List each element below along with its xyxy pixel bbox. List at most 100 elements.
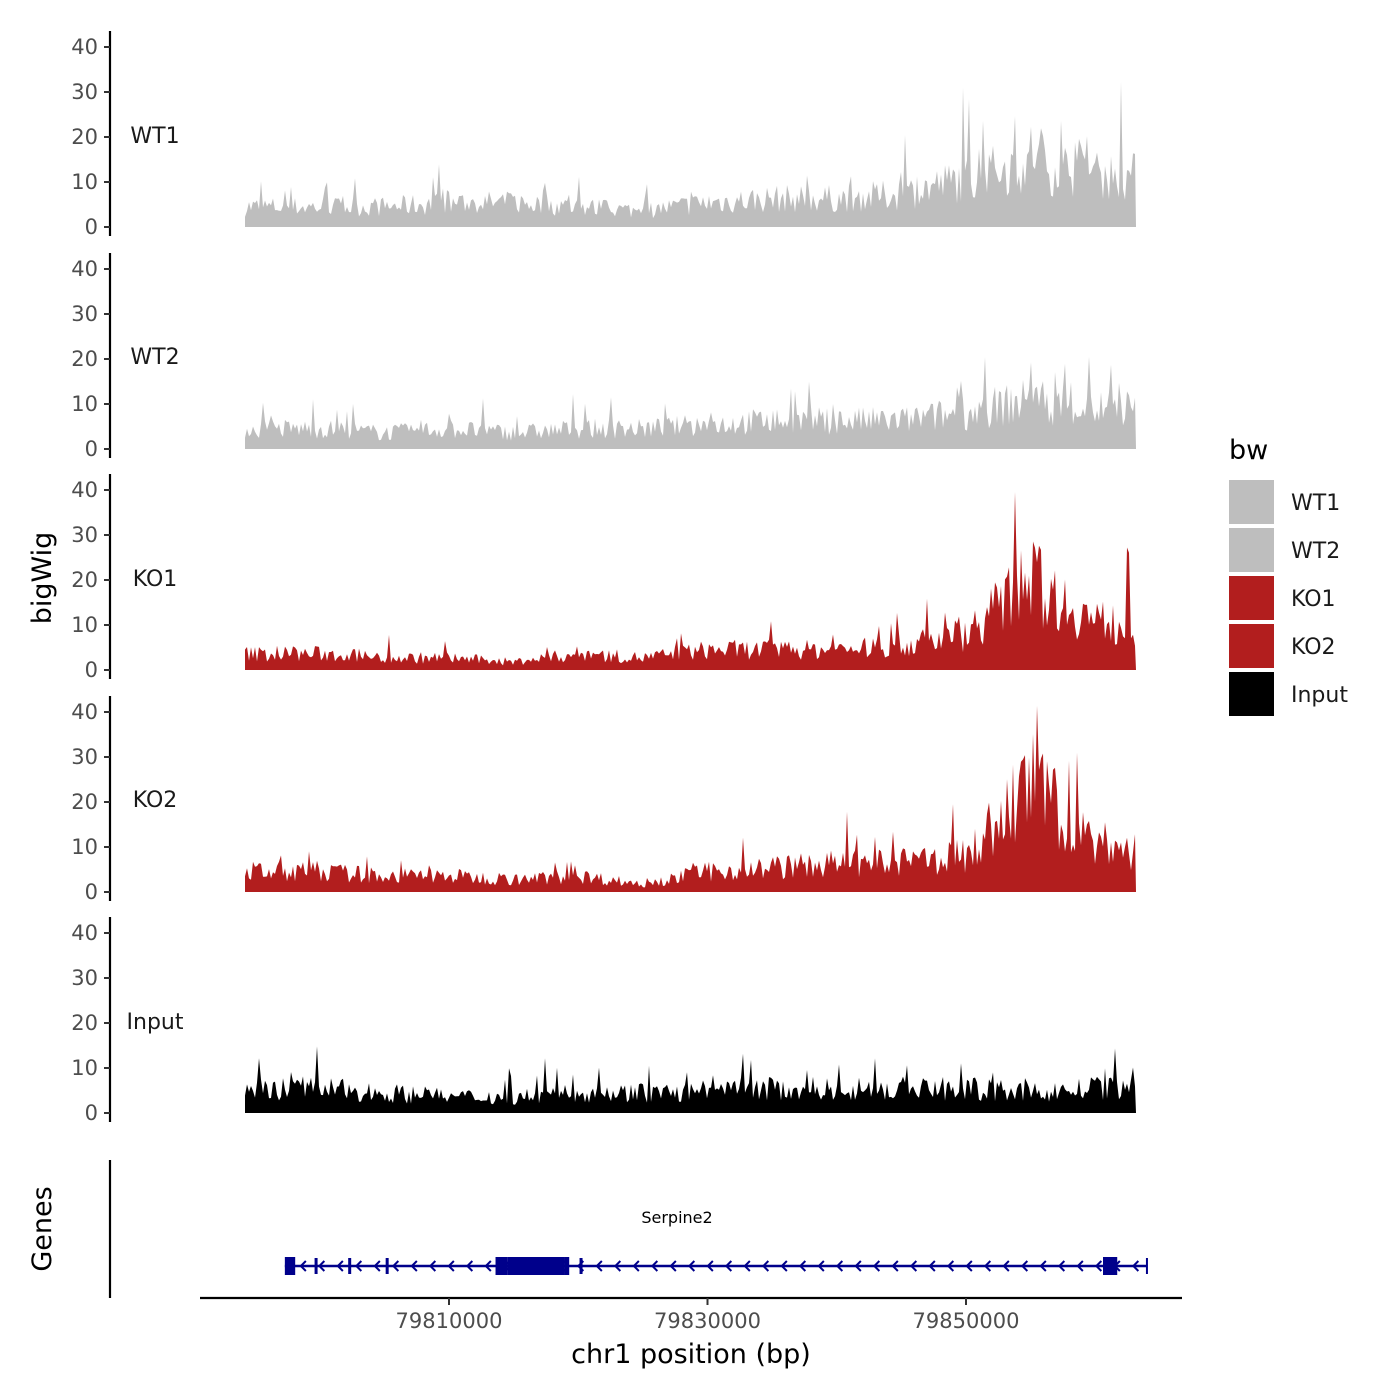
strand-chevron (983, 1260, 992, 1272)
y-axis-title: bigWig (27, 532, 58, 625)
x-tick-label: 79810000 (396, 1309, 503, 1333)
legend-title: bw (1229, 435, 1268, 466)
y-tick-label: 0 (85, 880, 98, 904)
strand-chevron (299, 1260, 307, 1272)
strand-chevron (798, 1260, 807, 1272)
strand-chevron (817, 1260, 825, 1272)
legend-label-wt1: WT1 (1291, 491, 1340, 516)
x-axis-title: chr1 position (bp) (571, 1339, 811, 1370)
strand-chevron (1020, 1260, 1029, 1272)
strand-chevron (854, 1260, 862, 1272)
strand-chevron (1039, 1260, 1047, 1272)
strand-chevron (336, 1260, 344, 1272)
y-tick-label: 30 (71, 80, 98, 104)
strand-chevron (317, 1260, 326, 1272)
strand-chevron (447, 1260, 455, 1272)
y-tick-label: 10 (71, 613, 98, 637)
track-label-input: Input (127, 1010, 184, 1035)
strand-chevron (872, 1260, 881, 1272)
gene-exon (495, 1257, 508, 1275)
strand-chevron (595, 1260, 603, 1272)
strand-chevron (373, 1260, 381, 1272)
y-tick-label: 0 (85, 1101, 98, 1125)
strand-chevron (650, 1260, 659, 1272)
legend-key-wt1 (1229, 480, 1274, 524)
strand-chevron (428, 1260, 437, 1272)
legend-key-input (1229, 672, 1274, 716)
y-tick-label: 10 (71, 1056, 98, 1080)
y-tick-label: 0 (85, 215, 98, 239)
strand-chevron (613, 1260, 622, 1272)
y-tick-label: 0 (85, 437, 98, 461)
y-tick-label: 30 (71, 745, 98, 769)
y-tick-label: 20 (71, 1011, 98, 1035)
strand-chevron (1094, 1260, 1103, 1272)
y-tick-label: 30 (71, 302, 98, 326)
y-tick-label: 20 (71, 568, 98, 592)
coverage-area-wt2 (245, 356, 1136, 449)
coverage-area-input (245, 1046, 1136, 1113)
strand-chevron (687, 1260, 696, 1272)
strand-chevron (909, 1260, 918, 1272)
strand-chevron (891, 1260, 899, 1272)
strand-chevron (391, 1260, 400, 1272)
coverage-area-wt1 (245, 82, 1136, 227)
legend-key-ko2 (1229, 624, 1274, 668)
gene-exon (348, 1258, 352, 1274)
chart-marks: 0 10 20 30 40 0 10 20 30 40 0 10 20 30 40 0 10 20 30 40 0 10 2… (71, 31, 1274, 1305)
strand-chevron (410, 1260, 418, 1272)
strand-chevron (724, 1260, 733, 1272)
x-tick-label: 79850000 (913, 1309, 1020, 1333)
y-tick-label: 10 (71, 392, 98, 416)
track-label-wt1: WT1 (130, 124, 179, 149)
y-tick-label: 20 (71, 790, 98, 814)
y-tick-label: 40 (71, 921, 98, 945)
y-tick-label: 30 (71, 523, 98, 547)
y-tick-label: 40 (71, 35, 98, 59)
strand-chevron (354, 1260, 363, 1272)
x-tick-label: 79830000 (654, 1309, 761, 1333)
gene-exon (385, 1258, 389, 1274)
y-tick-label: 0 (85, 658, 98, 682)
y-tick-label: 10 (71, 170, 98, 194)
gene-label: Serpine2 (641, 1208, 712, 1227)
legend-key-ko1 (1229, 576, 1274, 620)
strand-chevron (669, 1260, 677, 1272)
genes-axis-title: Genes (27, 1186, 58, 1271)
strand-chevron (1002, 1260, 1010, 1272)
y-tick-label: 40 (71, 257, 98, 281)
strand-chevron (835, 1260, 844, 1272)
legend-key-wt2 (1229, 528, 1274, 572)
strand-chevron (761, 1260, 770, 1272)
strand-chevron (484, 1260, 492, 1272)
strand-chevron (465, 1260, 474, 1272)
track-label-wt2: WT2 (130, 345, 179, 370)
coverage-area-ko1 (245, 492, 1136, 670)
legend-label-input: Input (1291, 683, 1348, 708)
strand-chevron (780, 1260, 788, 1272)
y-tick-label: 40 (71, 700, 98, 724)
strand-chevron (928, 1260, 936, 1272)
gene-exon (284, 1257, 296, 1275)
gene-exon (314, 1258, 318, 1274)
gene-exon (564, 1257, 570, 1275)
strand-chevron (965, 1260, 973, 1272)
legend-label-ko1: KO1 (1291, 587, 1336, 612)
track-label-ko1: KO1 (133, 567, 178, 592)
strand-chevron (743, 1260, 751, 1272)
legend-label-wt2: WT2 (1291, 539, 1340, 564)
y-tick-label: 30 (71, 966, 98, 990)
strand-chevron (1076, 1260, 1084, 1272)
y-tick-label: 20 (71, 347, 98, 371)
y-tick-label: 10 (71, 835, 98, 859)
strand-chevron (1131, 1260, 1140, 1272)
y-tick-label: 40 (71, 478, 98, 502)
gene-exon (1103, 1257, 1118, 1275)
legend-label-ko2: KO2 (1291, 635, 1336, 660)
strand-chevron (1057, 1260, 1066, 1272)
gene-exon (507, 1257, 565, 1275)
gene-exon (579, 1258, 583, 1274)
strand-chevron (632, 1260, 640, 1272)
track-label-ko2: KO2 (133, 788, 178, 813)
